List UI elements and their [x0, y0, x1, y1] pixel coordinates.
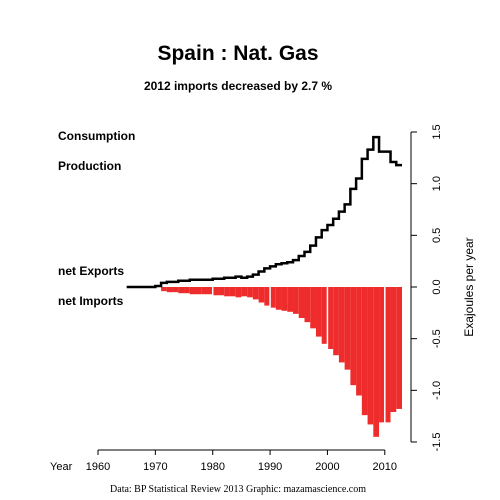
- import-bar-2005: [356, 287, 362, 396]
- import-bar-1995: [298, 287, 305, 318]
- import-bar-2003: [344, 287, 351, 370]
- x-tick-label: 2010: [373, 461, 397, 473]
- y-tick-label: -1.0: [431, 381, 443, 400]
- y-tick-label: 0.5: [431, 228, 443, 243]
- import-bar-1978: [201, 287, 207, 295]
- import-bar-1996: [304, 287, 311, 323]
- y-axis: -1.5 -1.0 -0.5 0.0 0.5 1.0 1.5: [410, 124, 443, 452]
- import-bar-1990: [270, 287, 276, 308]
- consumption-line: [126, 135, 402, 289]
- import-bar-2000: [327, 287, 334, 349]
- import-bar-1993: [287, 287, 294, 312]
- import-bar-1979: [206, 287, 213, 295]
- x-axis-label: Year: [50, 461, 73, 473]
- x-tick-label: 1970: [143, 461, 167, 473]
- import-bar-1983: [229, 287, 236, 297]
- import-bar-1972: [166, 287, 173, 293]
- import-bar-1987: [252, 287, 259, 300]
- y-tick-label: 1.5: [431, 124, 443, 139]
- import-bar-1998: [315, 287, 322, 337]
- import-bar-1975: [184, 287, 190, 294]
- import-bar-2002: [338, 287, 345, 363]
- series-lines: [126, 135, 402, 289]
- import-bar-1973: [172, 287, 179, 293]
- import-bar-2010: [384, 287, 391, 423]
- y-axis-label: Exajoules per year: [462, 237, 476, 336]
- imports-bars: [161, 287, 402, 442]
- y-tick-label: 1.0: [431, 176, 443, 191]
- legend-net-exports: net Exports: [58, 264, 124, 278]
- import-bar-1991: [275, 287, 282, 310]
- import-bar-1980: [212, 287, 219, 296]
- import-bar-2009: [379, 287, 385, 423]
- chart-subtitle: 2012 imports decreased by 2.7 %: [144, 79, 332, 93]
- x-tick-label: 2000: [315, 461, 339, 473]
- import-bar-1992: [281, 287, 288, 311]
- import-bar-1994: [293, 287, 299, 314]
- import-bar-1984: [235, 287, 242, 298]
- import-bar-2006: [361, 287, 368, 416]
- y-tick-label: 0.0: [431, 279, 443, 294]
- import-bar-2012: [396, 287, 402, 409]
- import-bar-1971: [161, 287, 167, 292]
- import-bar-2008: [373, 287, 380, 437]
- import-bar-1986: [247, 287, 253, 298]
- import-bar-2011: [390, 287, 397, 413]
- import-bar-1974: [178, 287, 185, 294]
- import-bar-1976: [189, 287, 196, 295]
- import-bar-1989: [264, 287, 271, 306]
- x-tick-label: 1990: [258, 461, 282, 473]
- y-tick-label: -0.5: [431, 329, 443, 348]
- legend-net-imports: net Imports: [58, 294, 124, 308]
- import-bar-2004: [350, 287, 357, 386]
- chart-title: Spain : Nat. Gas: [157, 42, 318, 65]
- y-tick-label: -1.5: [431, 433, 443, 452]
- import-bar-1988: [258, 287, 265, 303]
- source-note: Data: BP Statistical Review 2013 Graphic…: [110, 484, 366, 495]
- import-bar-1997: [310, 287, 316, 329]
- import-bar-2007: [367, 287, 374, 425]
- legend-consumption: Consumption: [58, 129, 135, 143]
- x-axis: 1960 1970 1980 1990 2000 2010: [86, 449, 397, 473]
- x-tick-label: 1980: [200, 461, 224, 473]
- import-bar-2001: [333, 287, 339, 356]
- import-bar-1977: [195, 287, 202, 295]
- import-bar-1985: [241, 287, 248, 297]
- import-bar-1982: [224, 287, 230, 297]
- import-bar-1981: [218, 287, 225, 296]
- import-bar-1999: [321, 287, 328, 344]
- legend-production: Production: [58, 159, 121, 173]
- x-tick-label: 1960: [86, 461, 110, 473]
